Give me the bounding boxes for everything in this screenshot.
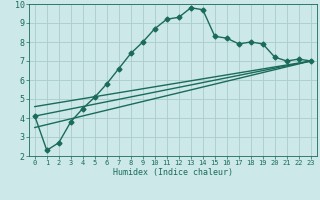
X-axis label: Humidex (Indice chaleur): Humidex (Indice chaleur) — [113, 168, 233, 177]
